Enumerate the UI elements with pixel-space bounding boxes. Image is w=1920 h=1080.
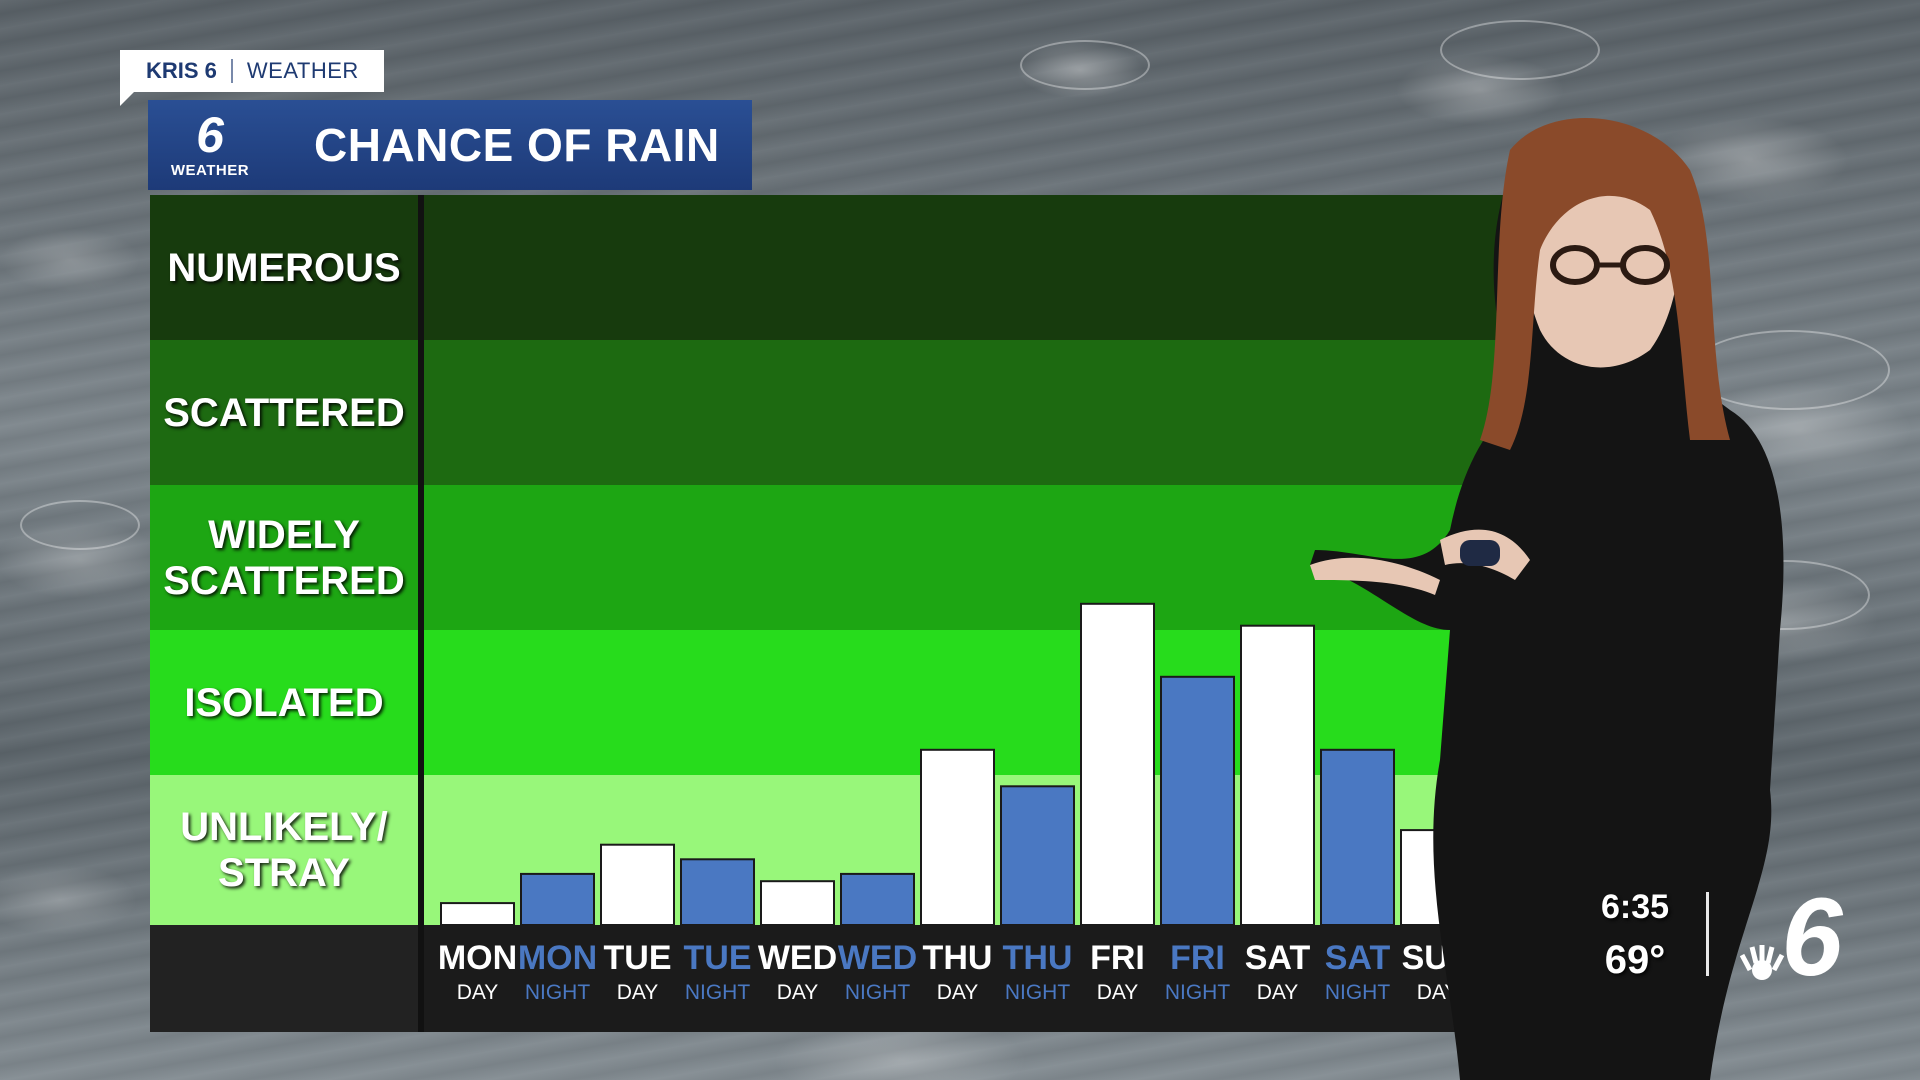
x-axis-panel bbox=[424, 925, 1579, 1032]
tick-day-label: MON bbox=[437, 939, 518, 977]
band-label-unlikely-stray: UNLIKELY/ STRAY bbox=[150, 775, 418, 925]
bar-thu-night bbox=[1000, 785, 1075, 925]
tick-thu-day: THU DAY bbox=[918, 938, 998, 1008]
bar-sat-day bbox=[1240, 624, 1315, 925]
bar-fri-day bbox=[1080, 602, 1155, 925]
water-ripple bbox=[1020, 40, 1150, 90]
clock-time: 6:35 bbox=[1600, 888, 1670, 926]
title-bar: 6 WEATHER CHANCE OF RAIN bbox=[148, 100, 752, 190]
station-name: KRIS 6 bbox=[146, 58, 217, 83]
tick-mon-day: MON DAY bbox=[438, 938, 518, 1008]
band-label-isolated: ISOLATED bbox=[150, 630, 418, 775]
band-scattered bbox=[424, 340, 1579, 485]
tick-day-label: FRI bbox=[1170, 939, 1225, 977]
water-ripple bbox=[1440, 20, 1600, 80]
bar-thu-day bbox=[920, 748, 995, 925]
weather-six-logo: 6 WEATHER bbox=[148, 100, 272, 190]
tick-period-label: DAY bbox=[616, 981, 659, 1004]
tick-period-label: DAY bbox=[1416, 981, 1459, 1004]
tick-thu-night: THU NIGHT bbox=[998, 938, 1078, 1008]
tick-period-label: DAY bbox=[1256, 981, 1299, 1004]
tick-sat-day: SAT DAY bbox=[1238, 938, 1318, 1008]
tick-period-label: NIGHT bbox=[1324, 981, 1391, 1004]
tick-day-label: WED bbox=[837, 939, 918, 977]
bug-divider bbox=[1706, 892, 1709, 976]
water-ripple bbox=[20, 500, 140, 550]
rain-chance-bars bbox=[440, 602, 1555, 925]
band-label-widely-scattered: WIDELY SCATTERED bbox=[150, 485, 418, 630]
bar-wed-day bbox=[760, 880, 835, 925]
tick-day-label: SAT bbox=[1244, 939, 1311, 977]
tick-day-label: TUE bbox=[683, 939, 752, 977]
tick-wed-night: WED NIGHT bbox=[838, 938, 918, 1008]
bar-tue-day bbox=[600, 843, 675, 925]
logo-number: 6 bbox=[196, 106, 224, 163]
current-temperature: 69° bbox=[1604, 938, 1666, 982]
bar-mon-day bbox=[440, 902, 515, 925]
tick-day-label: TUE bbox=[603, 939, 672, 977]
tick-sat-night: SAT NIGHT bbox=[1318, 938, 1398, 1008]
bug-logo-number: 6 bbox=[1781, 876, 1843, 985]
bar-mon-night bbox=[520, 872, 595, 925]
axis-corner-panel bbox=[150, 925, 418, 1032]
tick-tue-night: TUE NIGHT bbox=[678, 938, 758, 1008]
bar-tue-night bbox=[680, 858, 755, 925]
tick-day-label: THU bbox=[1002, 939, 1073, 977]
nbc-six-logo: 6 bbox=[1740, 876, 1843, 985]
tick-period-label: NIGHT bbox=[844, 981, 911, 1004]
tick-period-label: DAY bbox=[936, 981, 979, 1004]
tick-period-label: NIGHT bbox=[524, 981, 591, 1004]
bar-wed-night bbox=[840, 872, 915, 925]
meteorologist-presenter bbox=[1310, 117, 1784, 1080]
tick-period-label: NIGHT bbox=[1164, 981, 1231, 1004]
station-brand-tab: KRIS 6 WEATHER bbox=[120, 50, 384, 92]
bar-fri-night bbox=[1160, 675, 1235, 925]
tick-period-label: DAY bbox=[1096, 981, 1139, 1004]
band-label-scattered: SCATTERED bbox=[150, 340, 418, 485]
tick-fri-day: FRI DAY bbox=[1078, 938, 1158, 1008]
band-label-numerous: NUMEROUS bbox=[150, 195, 418, 340]
band-numerous bbox=[424, 195, 1579, 340]
section-name: WEATHER bbox=[246, 58, 359, 83]
brand-divider bbox=[230, 59, 233, 83]
panel-divider bbox=[418, 195, 424, 1032]
tick-day-label: MON bbox=[517, 939, 598, 977]
band-widely-scattered bbox=[424, 485, 1579, 630]
brand-tab-tail bbox=[120, 92, 134, 106]
tick-period-label: DAY bbox=[456, 981, 499, 1004]
category-panel: NUMEROUS SCATTERED WIDELY SCATTERED ISOL… bbox=[150, 195, 418, 925]
tick-period-label: NIGHT bbox=[684, 981, 751, 1004]
tick-period-label: DAY bbox=[776, 981, 819, 1004]
tick-day-label: WED bbox=[757, 939, 838, 977]
tick-day-label: FRI bbox=[1090, 939, 1145, 977]
tick-day-label: THU bbox=[922, 939, 993, 977]
tick-fri-night: FRI NIGHT bbox=[1158, 938, 1238, 1008]
tick-wed-day: WED DAY bbox=[758, 938, 838, 1008]
tick-mon-night: MON NIGHT bbox=[518, 938, 598, 1008]
tick-period-label: NIGHT bbox=[1004, 981, 1071, 1004]
logo-label: WEATHER bbox=[170, 161, 250, 179]
tick-day-label: SAT bbox=[1324, 939, 1391, 977]
tick-tue-day: TUE DAY bbox=[598, 938, 678, 1008]
peacock-icon bbox=[1740, 945, 1785, 980]
chart-title: CHANCE OF RAIN bbox=[314, 119, 720, 171]
